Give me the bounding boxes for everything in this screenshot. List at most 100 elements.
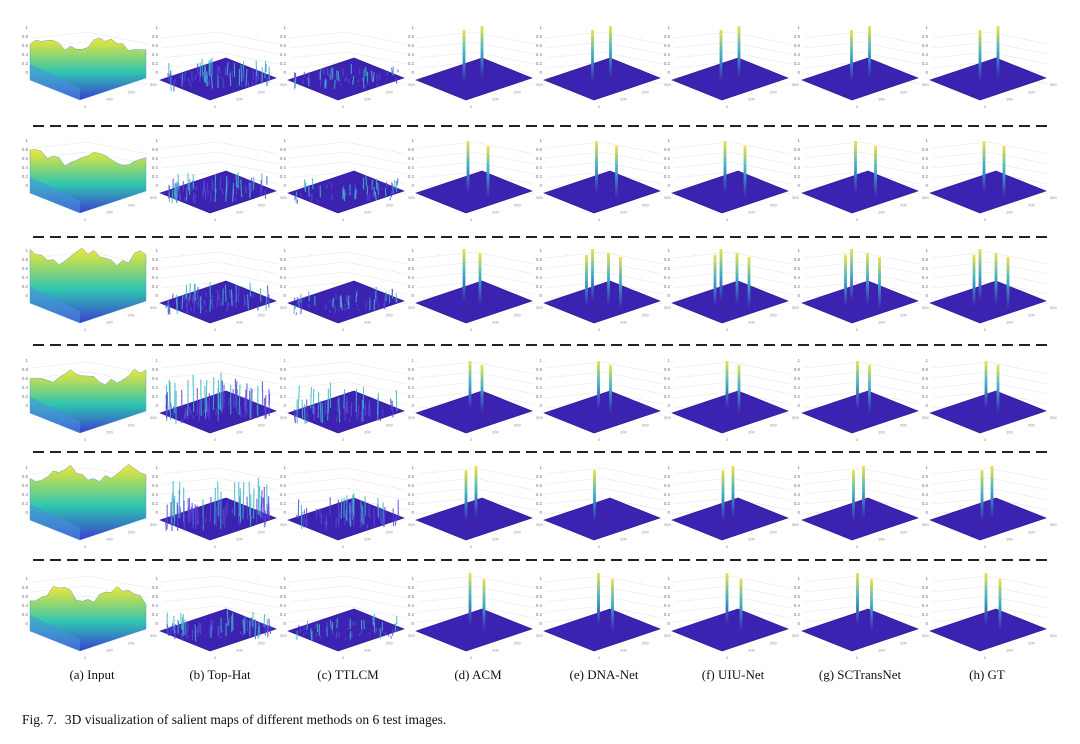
- z-tick-label: 0.6: [794, 483, 801, 488]
- z-tick-label: 1: [925, 248, 928, 253]
- z-tick-label: 0.8: [408, 585, 415, 590]
- target-peak: [996, 26, 1000, 78]
- axis-tick-label: 300: [280, 633, 287, 638]
- surface-plot: 0 0.2 0.4 0.6 0.8 1 0 100 200 300: [280, 248, 416, 332]
- z-tick-label: 0.4: [664, 165, 671, 170]
- target-peak: [480, 365, 484, 413]
- z-tick-label: 0.4: [22, 165, 29, 170]
- axis-tick-label: 0: [856, 437, 859, 442]
- z-tick-label: 1: [283, 358, 286, 363]
- z-tick-label: 0.2: [794, 284, 801, 289]
- z-tick-label: 0.8: [280, 147, 287, 152]
- z-tick-label: 0.4: [922, 52, 929, 57]
- z-tick-label: 0.2: [408, 394, 415, 399]
- z-tick-label: 0: [797, 621, 800, 626]
- axis-tick-label: 100: [878, 320, 885, 325]
- surface-plot: 0 0.2 0.4 0.6 0.8 1 0 100 200 300: [922, 25, 1058, 109]
- axis-tick-label: 200: [258, 529, 265, 534]
- axis-tick-label: 100: [236, 210, 243, 215]
- z-tick-label: 0.4: [922, 275, 929, 280]
- z-tick-label: 0.2: [22, 501, 29, 506]
- z-tick-label: 0.6: [794, 43, 801, 48]
- axis-tick-label: 100: [106, 648, 113, 653]
- z-tick-label: 1: [667, 248, 670, 253]
- axis-tick-label: 300: [280, 522, 287, 527]
- base-plane: [801, 608, 919, 652]
- z-tick-label: 0.4: [152, 385, 159, 390]
- z-tick-label: 1: [797, 576, 800, 581]
- axis-tick-label: 300: [150, 633, 157, 638]
- z-tick-label: 0.4: [794, 603, 801, 608]
- target-peak: [998, 579, 1002, 631]
- target-peak: [852, 470, 855, 522]
- axis-tick-label: 0: [342, 544, 345, 549]
- z-tick-label: 0.4: [664, 385, 671, 390]
- axis-tick-label: 100: [106, 430, 113, 435]
- axis-tick-label: 100: [748, 210, 755, 215]
- z-tick-label: 0.8: [664, 34, 671, 39]
- z-tick-label: 0.2: [794, 394, 801, 399]
- z-tick-label: 0: [411, 403, 414, 408]
- base-plane: [929, 497, 1047, 541]
- z-tick-label: 0.8: [922, 474, 929, 479]
- z-tick-label: 1: [25, 248, 28, 253]
- z-tick-label: 0.8: [408, 474, 415, 479]
- z-tick-label: 0: [667, 403, 670, 408]
- axis-tick-label: 100: [236, 537, 243, 542]
- axis-tick-label: 300: [150, 82, 157, 87]
- z-tick-label: 0.8: [280, 367, 287, 372]
- target-peak: [478, 253, 482, 305]
- z-tick-label: 0.6: [280, 43, 287, 48]
- z-tick-label: 0.4: [408, 603, 415, 608]
- z-tick-label: 0: [925, 510, 928, 515]
- axis-tick-label: 300: [536, 82, 543, 87]
- z-tick-label: 0: [539, 183, 542, 188]
- z-tick-label: 0.2: [536, 284, 543, 289]
- axis-tick-label: 200: [514, 202, 521, 207]
- z-tick-label: 0.8: [664, 257, 671, 262]
- z-tick-label: 0: [25, 293, 28, 298]
- target-peak: [713, 255, 717, 307]
- target-peak: [984, 573, 988, 625]
- z-tick-label: 0.8: [22, 34, 29, 39]
- axis-tick-label: 200: [900, 422, 907, 427]
- z-tick-label: 0.8: [794, 147, 801, 152]
- base-plane: [801, 57, 919, 101]
- z-tick-label: 0.8: [22, 585, 29, 590]
- z-tick-label: 0.4: [280, 165, 287, 170]
- axis-tick-label: 300: [922, 633, 929, 638]
- base-plane: [415, 608, 533, 652]
- z-tick-label: 0.4: [922, 385, 929, 390]
- z-tick-label: 0.4: [22, 385, 29, 390]
- axis-tick-label: 100: [492, 537, 499, 542]
- axis-tick-label: 0: [856, 544, 859, 549]
- axis-tick-label: 200: [642, 312, 649, 317]
- target-peak: [607, 253, 610, 305]
- axis-tick-label: 100: [106, 320, 113, 325]
- z-tick-label: 0.4: [280, 492, 287, 497]
- z-tick-label: 0.8: [536, 147, 543, 152]
- z-tick-label: 0: [925, 403, 928, 408]
- axis-tick-label: 100: [1006, 210, 1013, 215]
- base-plane: [543, 390, 661, 434]
- z-tick-label: 0.6: [152, 594, 159, 599]
- target-peak: [862, 466, 865, 518]
- base-plane: [543, 608, 661, 652]
- z-tick-label: 0.8: [152, 34, 159, 39]
- axis-tick-label: 100: [106, 537, 113, 542]
- axis-tick-label: 0: [856, 655, 859, 660]
- target-peak: [747, 257, 751, 309]
- axis-tick-label: 0: [984, 327, 987, 332]
- z-tick-label: 0.8: [536, 34, 543, 39]
- surface-plot: 0 0.2 0.4 0.6 0.8 1 0 100 200 300: [408, 573, 543, 660]
- target-peak: [595, 141, 598, 193]
- z-tick-label: 1: [283, 25, 286, 30]
- axis-tick-label: 300: [664, 82, 671, 87]
- axis-tick-label: 200: [1028, 529, 1035, 534]
- base-plane: [671, 57, 789, 101]
- z-tick-label: 0: [539, 293, 542, 298]
- z-tick-label: 1: [667, 465, 670, 470]
- z-tick-label: 0.2: [280, 284, 287, 289]
- surface-plot: 0 0.2 0.4 0.6 0.8 1 0 100 200 300: [794, 248, 930, 332]
- axis-tick-label: 200: [128, 640, 135, 645]
